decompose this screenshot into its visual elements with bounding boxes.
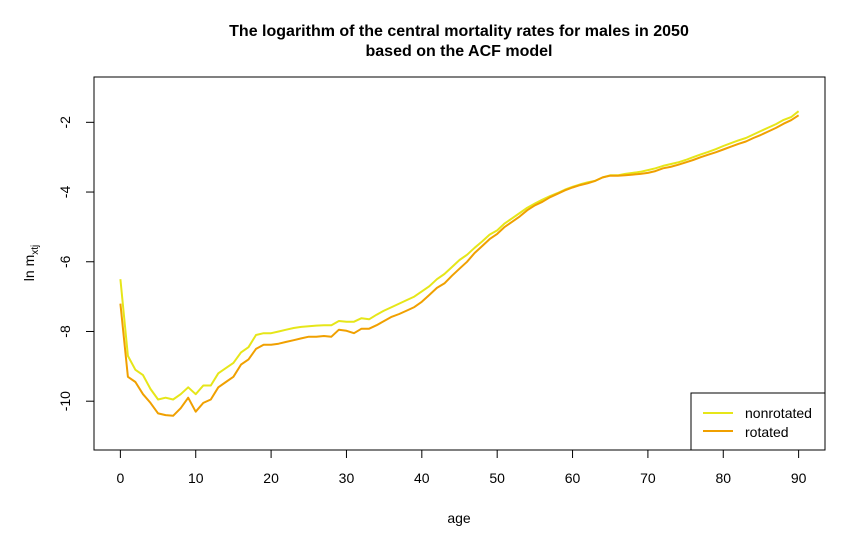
x-tick-label: 80 bbox=[715, 470, 731, 486]
legend-box bbox=[690, 392, 826, 451]
x-tick-label: 90 bbox=[791, 470, 807, 486]
x-axis: 0 10 20 30 40 50 60 70 80 90 bbox=[116, 449, 807, 486]
x-tick-label: 10 bbox=[188, 470, 204, 486]
legend-label-rotated: rotated bbox=[745, 424, 789, 440]
x-tick-label: 50 bbox=[489, 470, 505, 486]
x-tick-label: 30 bbox=[339, 470, 355, 486]
x-tick-label: 0 bbox=[116, 470, 124, 486]
y-tick-label: -4 bbox=[57, 186, 73, 199]
x-tick-label: 40 bbox=[414, 470, 430, 486]
x-axis-label: age bbox=[447, 510, 471, 526]
chart-title: The logarithm of the central mortality r… bbox=[229, 23, 689, 40]
x-tick-label: 70 bbox=[640, 470, 656, 486]
series-line-rotated bbox=[119, 114, 800, 417]
chart-subtitle: based on the ACF model bbox=[366, 43, 553, 60]
y-tick-label: -6 bbox=[57, 255, 73, 268]
legend: nonrotated rotated bbox=[690, 392, 826, 451]
y-tick-label: -10 bbox=[57, 391, 73, 411]
series-line-nonrotated bbox=[119, 110, 800, 401]
series-layer bbox=[119, 110, 800, 417]
x-tick-label: 60 bbox=[565, 470, 581, 486]
y-tick-label: -2 bbox=[57, 116, 73, 129]
y-axis-label: ln mxtj bbox=[21, 245, 41, 281]
y-axis: -10 -8 -6 -4 -2 bbox=[57, 116, 95, 411]
y-axis-label-main: ln m bbox=[21, 255, 37, 281]
x-tick-label: 20 bbox=[263, 470, 279, 486]
y-tick-label: -8 bbox=[57, 325, 73, 338]
legend-label-nonrotated: nonrotated bbox=[745, 405, 812, 421]
y-axis-label-subscript: xtj bbox=[30, 245, 41, 255]
